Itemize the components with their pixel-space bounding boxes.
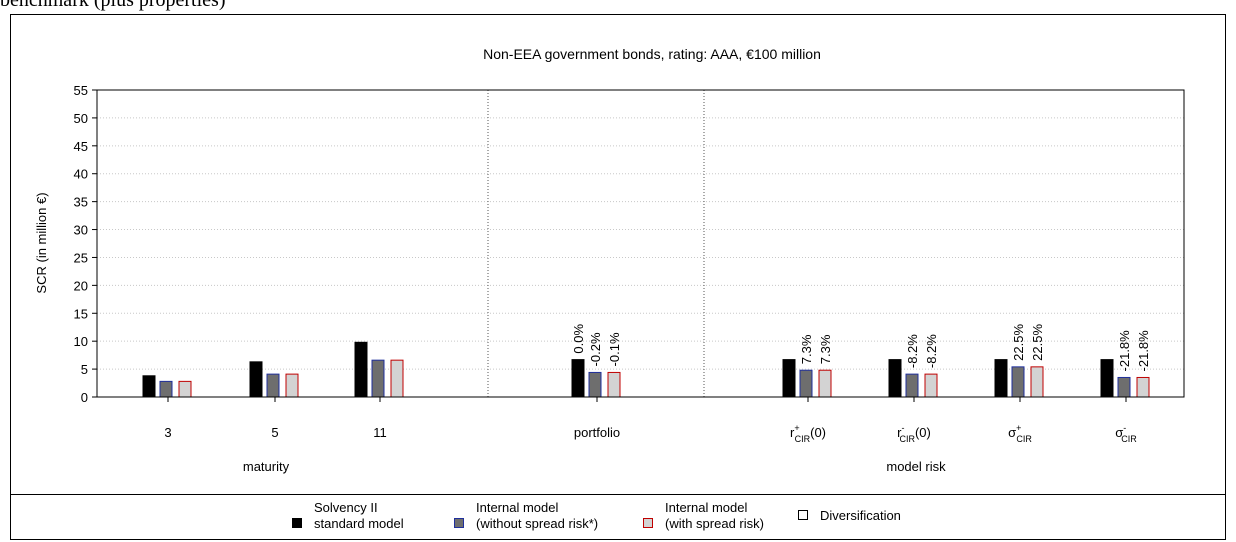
data-label: -21.8% [1136,330,1151,372]
legend-swatch-standard [292,518,302,528]
bar [1030,366,1044,398]
bar [782,359,796,398]
bar [905,373,919,398]
data-label: -8.2% [905,334,920,368]
y-tick-label: 40 [74,167,88,182]
bars [142,341,1150,398]
bar [1011,366,1025,398]
bar [354,341,368,398]
data-label: -8.2% [924,334,939,368]
bar [994,359,1008,398]
chart-frame [10,14,1226,540]
legend-label-diversification: Diversification [820,508,901,523]
bar [142,375,156,398]
x-tick-label: r+ CIR(0) [790,423,826,444]
y-tick-label: 15 [74,306,88,321]
grid-lines [97,117,1184,370]
legend-divider [10,494,1226,495]
y-axis: 0 5 10 15 20 25 30 35 40 45 50 55 [74,83,97,405]
group-separators [487,90,705,397]
x-tick-label: 11 [373,425,387,440]
bar [266,373,280,398]
bar [285,373,299,398]
bar [888,359,902,398]
x-tick-label: r-CIR(0) [897,423,931,444]
y-tick-label: 50 [74,111,88,126]
group-label: model risk [886,459,946,474]
bar [159,380,173,398]
data-label: 0.0% [571,324,586,354]
bar [607,371,621,398]
header-fragment-text: benchmark (plus properties) [0,0,226,11]
scr-bar-chart: Non-EEA government bonds, rating: AAA, €… [34,46,1185,474]
group-label: maturity [243,459,290,474]
x-axis-categories: 3 5 11 portfolio r+ CIR(0) r-CIR(0) σ+ CIR σ-CIR [164,397,1137,444]
legend-label-internal-spread: Internal model (with spread risk) [665,500,764,531]
data-label: -21.8% [1117,330,1132,372]
x-tick-label: 3 [164,425,171,440]
data-label: -0.2% [588,332,603,366]
bar [178,380,192,398]
y-tick-label: 10 [74,334,88,349]
bar [818,369,832,398]
y-tick-label: 55 [74,83,88,98]
bar [390,359,404,398]
legend-swatch-internal-spread [643,518,653,528]
x-tick-label: σ-CIR [1115,423,1137,444]
bar [1136,376,1150,398]
y-tick-label: 30 [74,223,88,238]
y-tick-label: 45 [74,139,88,154]
legend-item-internal-spread: Internal model (with spread risk) [643,500,764,532]
data-label: 7.3% [799,334,814,364]
bar [588,371,602,398]
legend-item-standard: Solvency II standard model [292,500,404,532]
header-fragment: benchmark (plus properties) [0,0,1236,12]
bar [371,359,385,398]
group-labels: maturity model risk [243,459,946,474]
plot-area [96,89,1185,398]
bar [924,373,938,398]
legend-item-internal-no-spread: Internal model (without spread risk*) [454,500,598,532]
data-label: -0.1% [607,332,622,366]
y-tick-label: 35 [74,195,88,210]
bar [1100,359,1114,398]
legend: Solvency II standard model Internal mode… [0,500,1236,540]
legend-label-standard: Solvency II standard model [314,500,404,531]
x-tick-label: portfolio [574,425,620,440]
bar [1117,376,1131,398]
x-tick-label: σ+ CIR [1008,423,1032,444]
y-tick-label: 5 [81,362,88,377]
bar [249,361,263,398]
y-tick-label: 25 [74,250,88,265]
legend-swatch-internal-no-spread [454,518,464,528]
data-label: 7.3% [818,334,833,364]
data-labels: 0.0% -0.2% 7.3% -8.2% 22.5% -21.8% -0.1% 7.3% -8… [571,324,1151,372]
bar [571,359,585,398]
legend-label-internal-no-spread: Internal model (without spread risk*) [476,500,599,531]
data-label: 22.5% [1011,324,1026,361]
y-axis-label: SCR (in million €) [34,192,49,293]
legend-item-diversification: Diversification [798,500,901,524]
y-tick-label: 0 [81,390,88,405]
x-tick-label: 5 [271,425,278,440]
bar [799,369,813,398]
chart-title: Non-EEA government bonds, rating: AAA, €… [483,46,821,62]
y-tick-label: 20 [74,278,88,293]
legend-swatch-diversification [798,510,808,520]
data-label: 22.5% [1030,324,1045,361]
